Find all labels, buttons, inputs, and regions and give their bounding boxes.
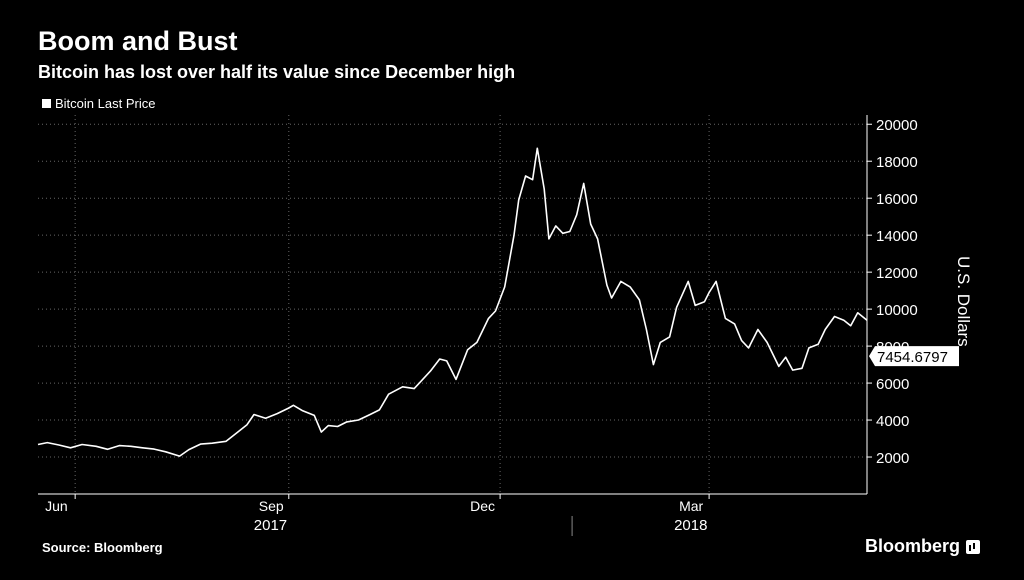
year-label: 2018 [674, 517, 707, 534]
brand-name: Bloomberg [865, 536, 961, 556]
terminal-icon [966, 539, 981, 554]
y-tick-label: 20000 [876, 117, 918, 134]
source-note: Source: Bloomberg [42, 540, 163, 555]
chart-subtitle: Bitcoin has lost over half its value sin… [38, 62, 516, 82]
y-tick-label: 16000 [876, 191, 918, 208]
last-value-label: 7454.6797 [877, 349, 948, 366]
x-tick-label: Jun [45, 498, 68, 514]
y-tick-label: 2000 [876, 450, 909, 467]
x-tick-label: Sep [259, 498, 284, 514]
y-tick-label: 6000 [876, 376, 909, 393]
y-tick-label: 4000 [876, 413, 909, 430]
legend-label: Bitcoin Last Price [55, 96, 156, 111]
y-tick-label: 18000 [876, 154, 918, 171]
brand-logo: Bloomberg [865, 536, 981, 557]
chart-title: Boom and Bust [38, 26, 238, 56]
year-label: 2017 [254, 517, 287, 534]
x-tick-label: Dec [470, 498, 495, 514]
x-tick-label: Mar [679, 498, 703, 514]
legend: Bitcoin Last Price [42, 96, 155, 111]
price-line [37, 147, 868, 457]
last-value-box [869, 346, 959, 367]
y-axis-title: U.S. Dollars [954, 256, 973, 347]
y-tick-label: 10000 [876, 302, 918, 319]
y-tick-label: 14000 [876, 228, 918, 245]
y-tick-label: 12000 [876, 265, 918, 282]
legend-swatch [42, 99, 51, 108]
